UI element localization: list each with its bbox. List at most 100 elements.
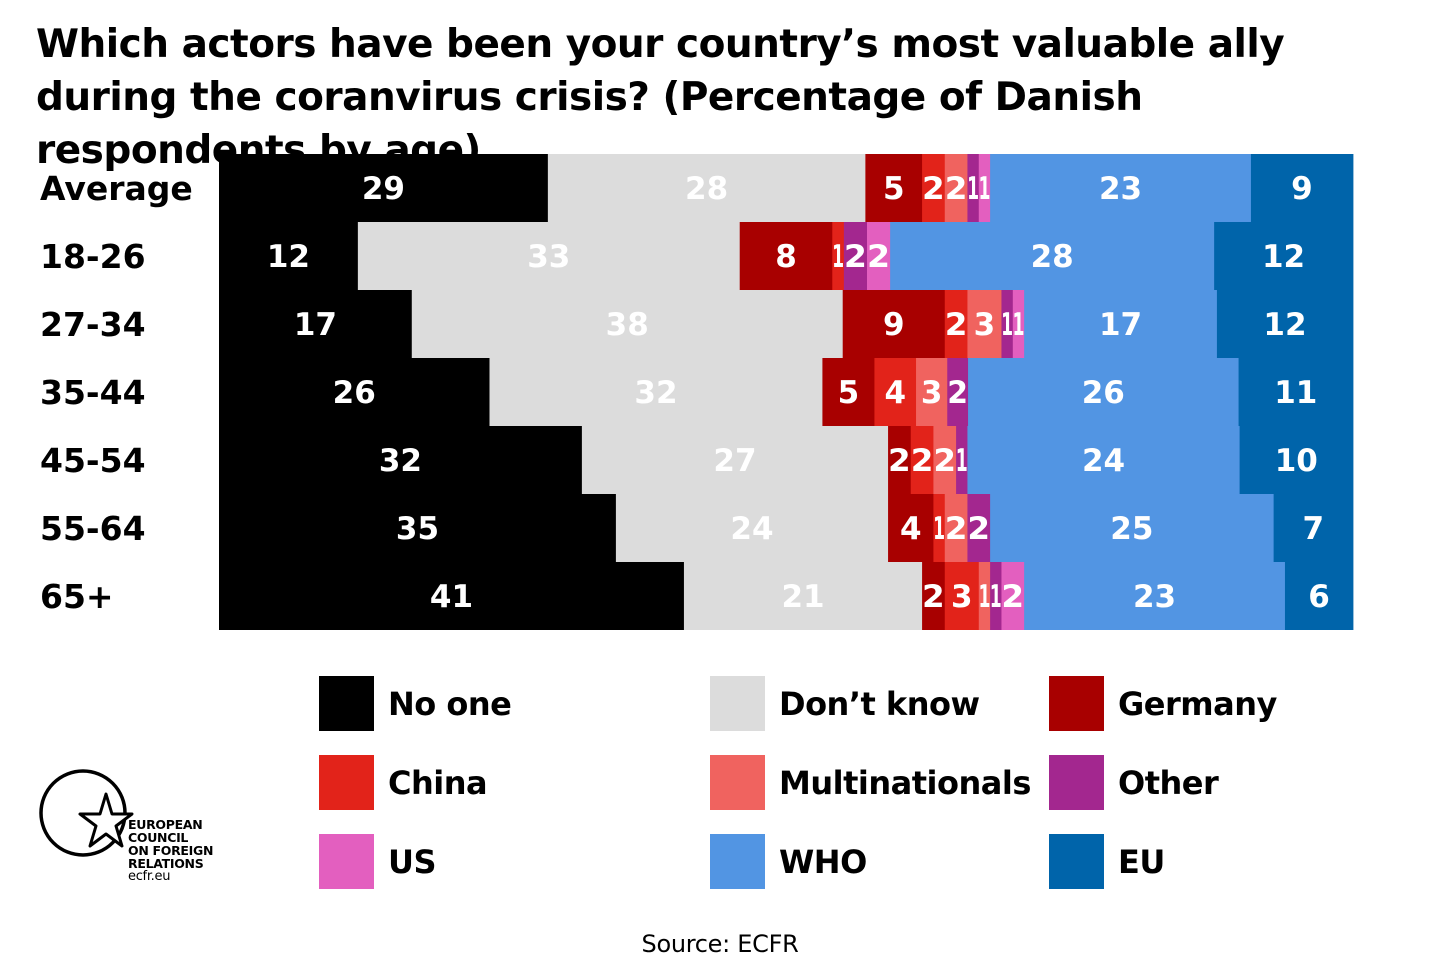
- bar-us-Average: [978, 154, 991, 222]
- ecfr-logo-text: EUROPEAN COUNCIL ON FOREIGN RELATIONS ec…: [128, 818, 213, 883]
- data-label-noone-18-26: 12: [267, 239, 310, 275]
- data-label-china-55-64: 1: [933, 511, 945, 547]
- data-label-noone-45-54: 32: [379, 443, 422, 479]
- bar-eu-18-26: [1214, 222, 1354, 290]
- data-label-other-27-34: 1: [1001, 307, 1013, 343]
- data-label-us-27-34: 1: [1012, 307, 1024, 343]
- legend-item-dontknow: Don’t know: [710, 676, 980, 731]
- legend-label: US: [388, 842, 437, 881]
- bar-other-35-44: [947, 358, 969, 426]
- data-label-who-55-64: 25: [1110, 511, 1153, 547]
- legend-swatch: [1049, 676, 1104, 731]
- bar-noone-55-64: [219, 494, 617, 562]
- bar-dontknow-18-26: [357, 222, 741, 290]
- bar-dontknow-45-54: [581, 426, 889, 494]
- bar-germany-45-54: [888, 426, 912, 494]
- data-label-germany-Average: 5: [883, 171, 905, 207]
- data-label-germany-55-64: 4: [900, 511, 922, 547]
- data-label-who-18-26: 28: [1031, 239, 1074, 275]
- data-label-eu-Average: 9: [1291, 171, 1313, 207]
- bar-other-45-54: [956, 426, 968, 494]
- legend-swatch: [710, 755, 765, 810]
- legend-item-germany: Germany: [1049, 676, 1277, 731]
- bar-china-35-44: [874, 358, 917, 426]
- data-label-dontknow-18-26: 33: [527, 239, 570, 275]
- data-label-noone-65+: 41: [430, 579, 473, 615]
- bar-germany-Average: [865, 154, 923, 222]
- data-label-noone-55-64: 35: [396, 511, 439, 547]
- data-label-noone-35-44: 26: [333, 375, 376, 411]
- bar-us-18-26: [867, 222, 891, 290]
- data-label-eu-35-44: 11: [1274, 375, 1317, 411]
- logo-line: EUROPEAN: [128, 817, 203, 832]
- data-label-dontknow-55-64: 24: [730, 511, 773, 547]
- bar-who-27-34: [1024, 290, 1218, 358]
- bar-other-27-34: [1001, 290, 1014, 358]
- bar-who-35-44: [968, 358, 1239, 426]
- bar-dontknow-55-64: [615, 494, 889, 562]
- source-note: Source: ECFR: [641, 930, 799, 958]
- data-label-germany-18-26: 8: [775, 239, 797, 275]
- bar-multinationals-55-64: [944, 494, 968, 562]
- data-label-multinationals-35-44: 3: [921, 375, 943, 411]
- data-label-who-35-44: 26: [1082, 375, 1125, 411]
- legend-item-who: WHO: [710, 834, 867, 889]
- legend-label: EU: [1118, 842, 1165, 881]
- data-label-germany-35-44: 5: [838, 375, 860, 411]
- bar-us-65+: [1001, 562, 1025, 630]
- row-label-65+: 65+: [40, 577, 114, 616]
- bar-china-27-34: [944, 290, 968, 358]
- logo-line: ON FOREIGN: [128, 843, 214, 858]
- bar-eu-35-44: [1238, 358, 1354, 426]
- bar-noone-45-54: [219, 426, 583, 494]
- bar-multinationals-27-34: [967, 290, 1002, 358]
- legend-label: Don’t know: [779, 684, 980, 723]
- data-label-china-35-44: 4: [884, 375, 906, 411]
- data-label-who-45-54: 24: [1082, 443, 1125, 479]
- row-label-35-44: 35-44: [40, 373, 146, 412]
- logo-url[interactable]: ecfr.eu: [128, 869, 171, 884]
- bar-eu-45-54: [1239, 426, 1354, 494]
- bar-other-65+: [990, 562, 1002, 630]
- data-label-other-45-54: 1: [956, 443, 968, 479]
- bar-noone-18-26: [219, 222, 359, 290]
- legend-label: No one: [388, 684, 512, 723]
- data-label-dontknow-65+: 21: [781, 579, 824, 615]
- legend-item-other: Other: [1049, 755, 1219, 810]
- bar-eu-55-64: [1273, 494, 1354, 562]
- bar-germany-27-34: [842, 290, 946, 358]
- logo-line: COUNCIL: [128, 830, 189, 845]
- legend-swatch: [1049, 834, 1104, 889]
- data-label-eu-65+: 6: [1308, 579, 1330, 615]
- data-label-china-27-34: 2: [945, 307, 968, 343]
- bar-noone-Average: [219, 154, 549, 222]
- logo-line: RELATIONS: [128, 856, 204, 871]
- data-label-multinationals-Average: 2: [945, 171, 968, 207]
- data-label-noone-27-34: 17: [294, 307, 337, 343]
- chart-title: Which actors have been your country’s mo…: [36, 22, 1285, 173]
- row-label-27-34: 27-34: [40, 305, 146, 344]
- bar-multinationals-35-44: [916, 358, 948, 426]
- bar-china-65+: [944, 562, 980, 630]
- data-label-china-45-54: 2: [911, 443, 934, 479]
- data-label-other-65+: 1: [990, 579, 1002, 615]
- bar-germany-65+: [922, 562, 946, 630]
- data-label-us-65+: 2: [1001, 579, 1024, 615]
- data-label-eu-55-64: 7: [1303, 511, 1325, 547]
- legend-item-eu: EU: [1049, 834, 1165, 889]
- legend-swatch: [319, 755, 374, 810]
- bar-other-18-26: [843, 222, 868, 290]
- row-label-18-26: 18-26: [40, 237, 146, 276]
- bar-multinationals-65+: [978, 562, 991, 630]
- data-label-multinationals-65+: 1: [978, 579, 990, 615]
- legend-swatch: [319, 834, 374, 889]
- data-label-eu-27-34: 12: [1263, 307, 1306, 343]
- legend-label: WHO: [779, 842, 867, 881]
- data-label-china-18-26: 1: [832, 239, 844, 275]
- data-label-dontknow-35-44: 32: [634, 375, 677, 411]
- bar-china-Average: [922, 154, 946, 222]
- data-label-multinationals-45-54: 2: [933, 443, 956, 479]
- bar-dontknow-27-34: [411, 290, 844, 358]
- data-label-other-18-26: 2: [844, 239, 867, 275]
